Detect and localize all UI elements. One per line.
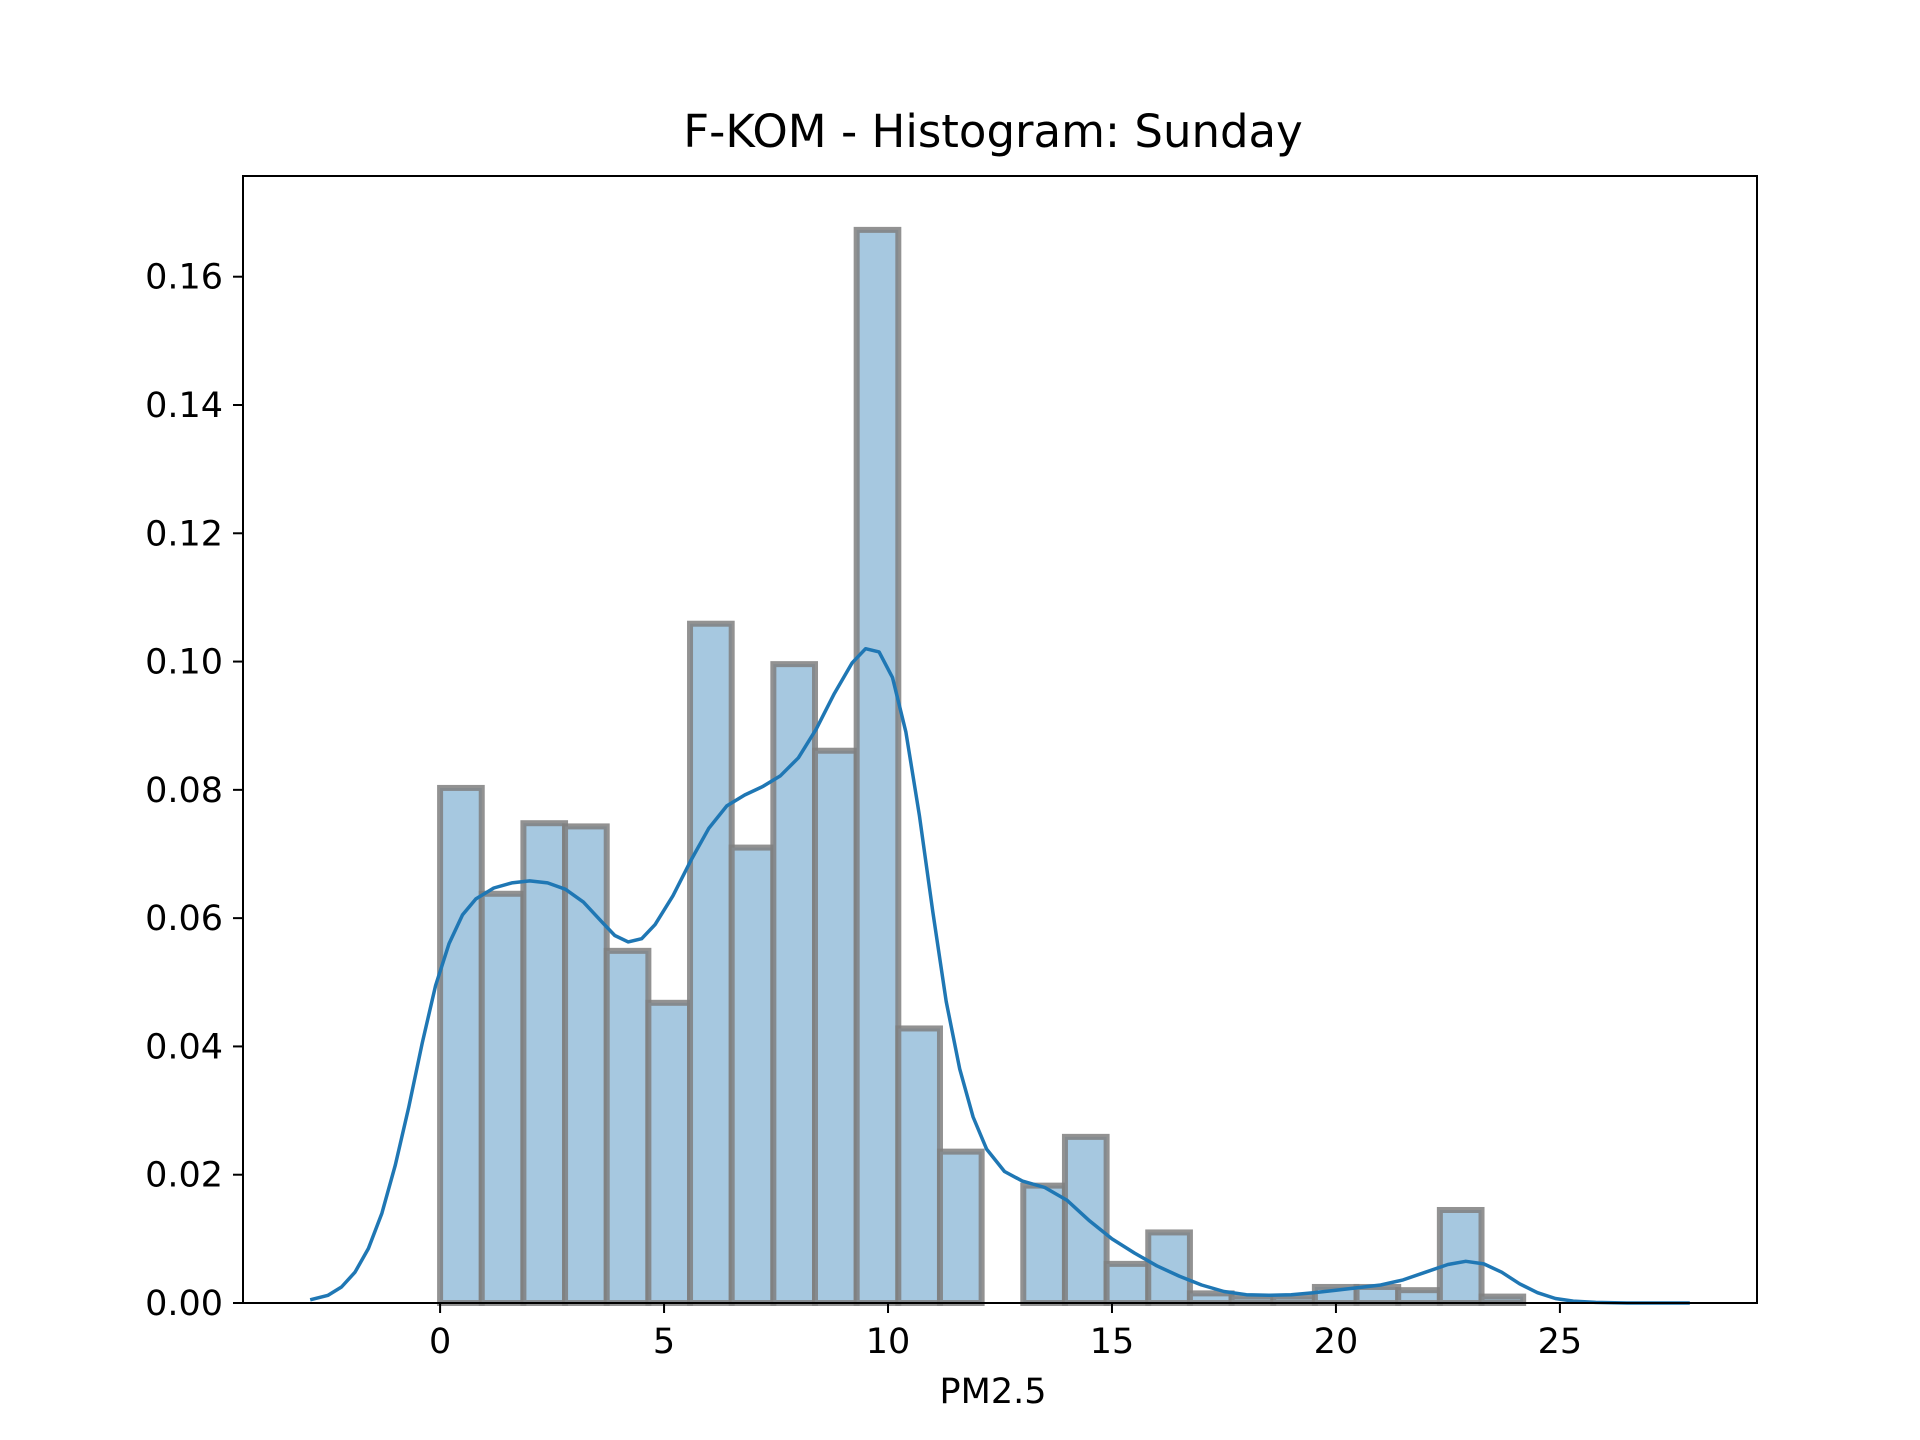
histogram-bar [812,747,860,1306]
histogram-bar [1395,1287,1443,1306]
histogram-bar [1061,1133,1110,1306]
histogram-bar [1103,1260,1152,1307]
histogram-bar [603,947,652,1306]
y-tick-label: 0.08 [145,771,223,811]
y-tick-label: 0.04 [145,1027,223,1067]
x-tick-label: 10 [866,1322,911,1362]
y-tick-label: 0.10 [145,643,223,683]
y-tick-label: 0.12 [145,514,223,554]
histogram-bar [687,620,735,1306]
axes-group: 0 5 10 15 20 25 0.00 0.02 0.04 0.06 0.08 0.10 0.12 0.… [145,175,1758,1362]
y-tick-label: 0.02 [145,1156,223,1196]
x-tick-label: 5 [653,1322,675,1362]
x-tick-label: 15 [1090,1322,1135,1362]
x-tick-label: 25 [1538,1322,1583,1362]
histogram-bar [1353,1283,1402,1306]
histogram-bar [895,1025,943,1307]
histogram-bar [1186,1290,1235,1307]
bars-group [437,226,1527,1307]
histogram-bar [437,784,485,1306]
chart-title: F-KOM - Histogram: Sunday [683,105,1303,158]
kde-line [309,646,1690,1305]
kde-group [309,646,1690,1305]
plot-frame [242,175,1758,1304]
histogram-bar [645,999,694,1306]
histogram-bar [728,844,777,1306]
histogram-bar [936,1148,985,1306]
x-axis-label: PM2.5 [940,1372,1047,1412]
histogram-bar [1436,1206,1485,1307]
histogram-bar [1020,1182,1068,1307]
histogram-bar [853,226,902,1306]
histogram-bar [520,820,569,1306]
y-tick-label: 0.00 [145,1284,223,1324]
y-tick-label: 0.14 [145,386,223,426]
x-tick-label: 0 [429,1322,451,1362]
y-tick-label: 0.06 [145,899,223,939]
x-tick-label: 20 [1314,1322,1359,1362]
histogram-bar [478,890,527,1306]
y-tick-label: 0.16 [145,258,223,298]
histogram-bar [562,823,610,1307]
histogram-bar [1145,1229,1193,1307]
